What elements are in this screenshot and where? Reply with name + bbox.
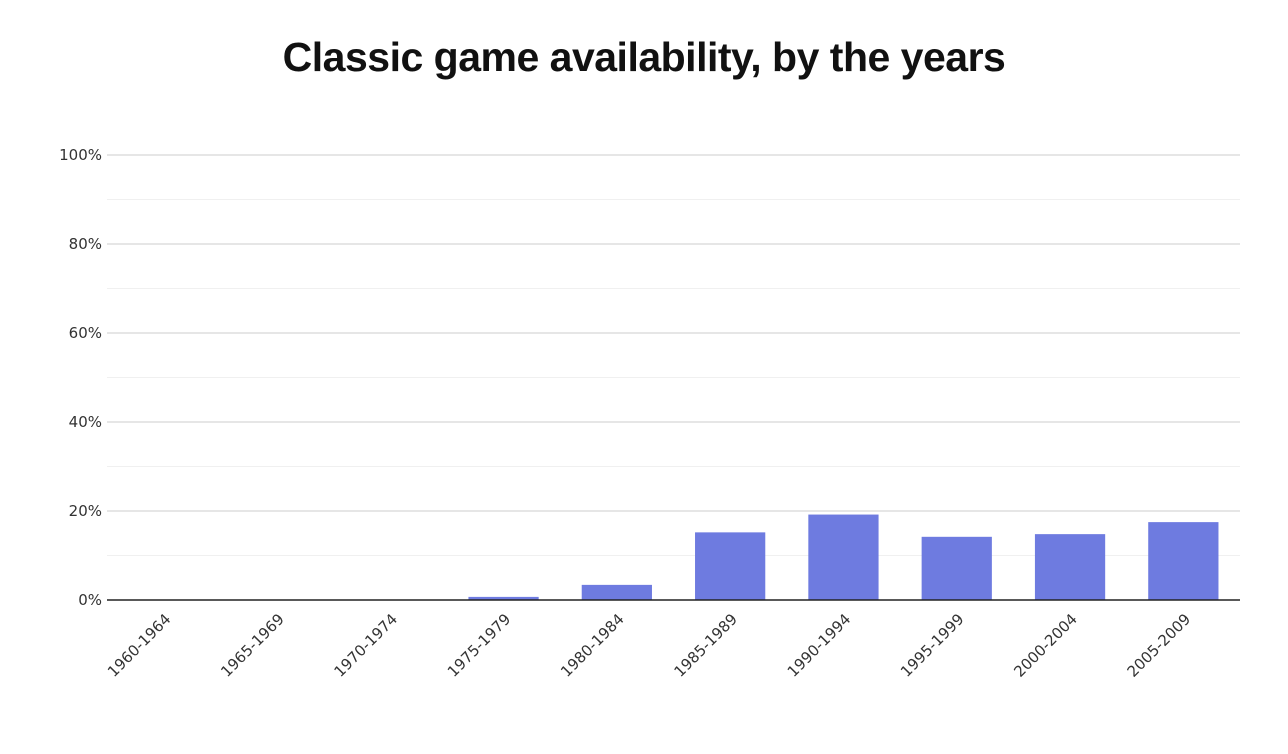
x-tick-label: 1965-1969 (217, 610, 288, 681)
x-tick-label: 1980-1984 (557, 610, 628, 681)
y-tick-label: 60% (69, 324, 102, 342)
x-tick-label: 1985-1989 (670, 610, 741, 681)
x-tick-label: 1990-1994 (784, 610, 855, 681)
bar-2000-2004 (1034, 534, 1106, 600)
bar-1990-1994 (808, 514, 879, 600)
bar-1975-1979 (468, 596, 539, 600)
y-tick-label: 0% (78, 591, 102, 609)
x-tick-label: 2000-2004 (1010, 610, 1081, 681)
bar-2005-2009 (1148, 522, 1219, 600)
y-tick-label: 100% (59, 146, 102, 164)
x-tick-label: 2005-2009 (1124, 610, 1195, 681)
chart-title: Classic game availability, by the years (282, 34, 1006, 80)
bar-1980-1984 (581, 584, 652, 600)
x-tick-label: 1975-1979 (444, 610, 515, 681)
x-tick-label: 1995-1999 (897, 610, 968, 681)
y-tick-label: 80% (69, 235, 102, 253)
y-tick-label: 20% (69, 502, 102, 520)
x-tick-label: 1970-1974 (331, 610, 402, 681)
bar-1985-1989 (695, 532, 766, 600)
bar-1995-1999 (921, 536, 992, 600)
y-tick-label: 40% (69, 413, 102, 431)
x-tick-label: 1960-1964 (104, 610, 175, 681)
